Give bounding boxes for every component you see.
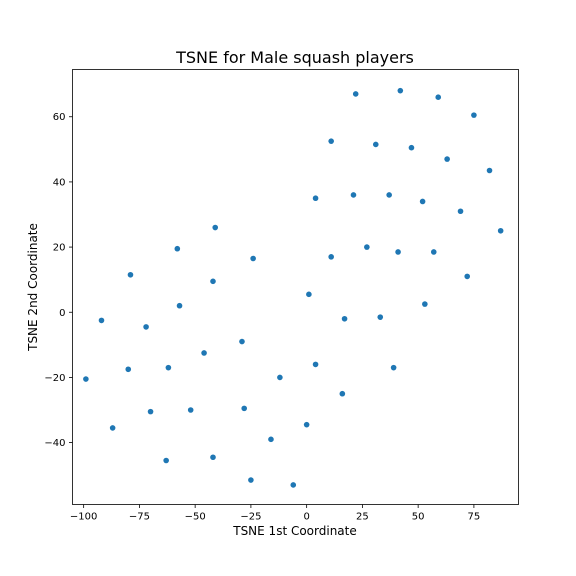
axis-ticks: −100 −75 −50 −25 0 25 50 75 −40 −20 0 20 40 60 <box>44 112 480 522</box>
scatter-point <box>239 338 245 345</box>
scatter-point <box>397 87 404 94</box>
scatter-point <box>83 376 89 382</box>
plot-frame <box>72 69 519 505</box>
x-tick-label: 75 <box>468 512 481 523</box>
y-tick-label: 40 <box>53 177 66 188</box>
y-tick-label: −20 <box>44 373 65 384</box>
scatter-point <box>290 482 297 488</box>
scatter-point <box>98 317 105 324</box>
data-points <box>83 87 504 488</box>
x-tick-label: −100 <box>70 512 97 523</box>
scatter-point <box>422 301 428 307</box>
scatter-point <box>125 366 132 373</box>
scatter-point <box>430 249 437 255</box>
scatter-point <box>352 91 359 97</box>
chart-title: TSNE for Male squash players <box>175 48 414 67</box>
y-axis-label: TSNE 2nd Coordinate <box>26 223 40 352</box>
scatter-point <box>176 302 183 309</box>
scatter-point <box>312 361 319 368</box>
scatter-point <box>306 291 312 298</box>
scatter-point <box>303 421 310 428</box>
scatter-point <box>201 350 207 356</box>
scatter-point <box>248 477 254 483</box>
scatter-point <box>127 271 134 278</box>
scatter-point <box>328 138 334 144</box>
scatter-point <box>341 315 348 322</box>
scatter-point <box>174 245 181 252</box>
scatter-point <box>372 141 379 148</box>
x-tick-label: 50 <box>412 512 425 523</box>
scatter-point <box>377 314 384 320</box>
scatter-point <box>241 405 248 412</box>
scatter-point <box>210 278 216 285</box>
scatter-point <box>444 156 450 162</box>
scatter-point <box>486 167 493 174</box>
scatter-point <box>109 425 116 431</box>
scatter-point <box>386 192 392 198</box>
scatter-point <box>165 364 172 371</box>
x-tick-label: −25 <box>240 512 261 523</box>
scatter-point <box>395 249 401 255</box>
x-tick-label: −75 <box>129 512 150 523</box>
y-tick-label: 20 <box>53 243 66 254</box>
x-tick-label: 0 <box>303 512 309 523</box>
y-tick-label: 60 <box>53 112 66 123</box>
scatter-point <box>250 255 256 262</box>
scatter-point <box>277 374 283 381</box>
scatter-point <box>212 224 219 231</box>
scatter-point <box>419 198 426 205</box>
scatter-point <box>163 457 169 464</box>
scatter-point <box>471 112 477 118</box>
scatter-point <box>187 407 194 413</box>
scatter-point <box>143 324 149 330</box>
x-tick-label: 25 <box>356 512 369 523</box>
scatter-point <box>350 192 357 198</box>
scatter-point <box>390 364 397 371</box>
scatter-point <box>408 144 415 151</box>
scatter-point <box>457 208 464 215</box>
scatter-point <box>268 436 274 443</box>
scatter-point <box>364 244 370 250</box>
scatter-point <box>210 454 216 461</box>
scatter-point <box>435 94 442 100</box>
scatter-point <box>312 195 319 202</box>
scatter-point <box>339 390 346 397</box>
scatter-point <box>147 408 154 415</box>
x-tick-label: −50 <box>185 512 206 523</box>
scatter-point <box>328 254 334 260</box>
y-tick-label: 0 <box>59 308 65 319</box>
x-axis-label: TSNE 1st Coordinate <box>232 524 357 538</box>
scatter-point <box>464 273 471 280</box>
scatter-point <box>497 227 504 234</box>
y-tick-label: −40 <box>44 438 65 449</box>
